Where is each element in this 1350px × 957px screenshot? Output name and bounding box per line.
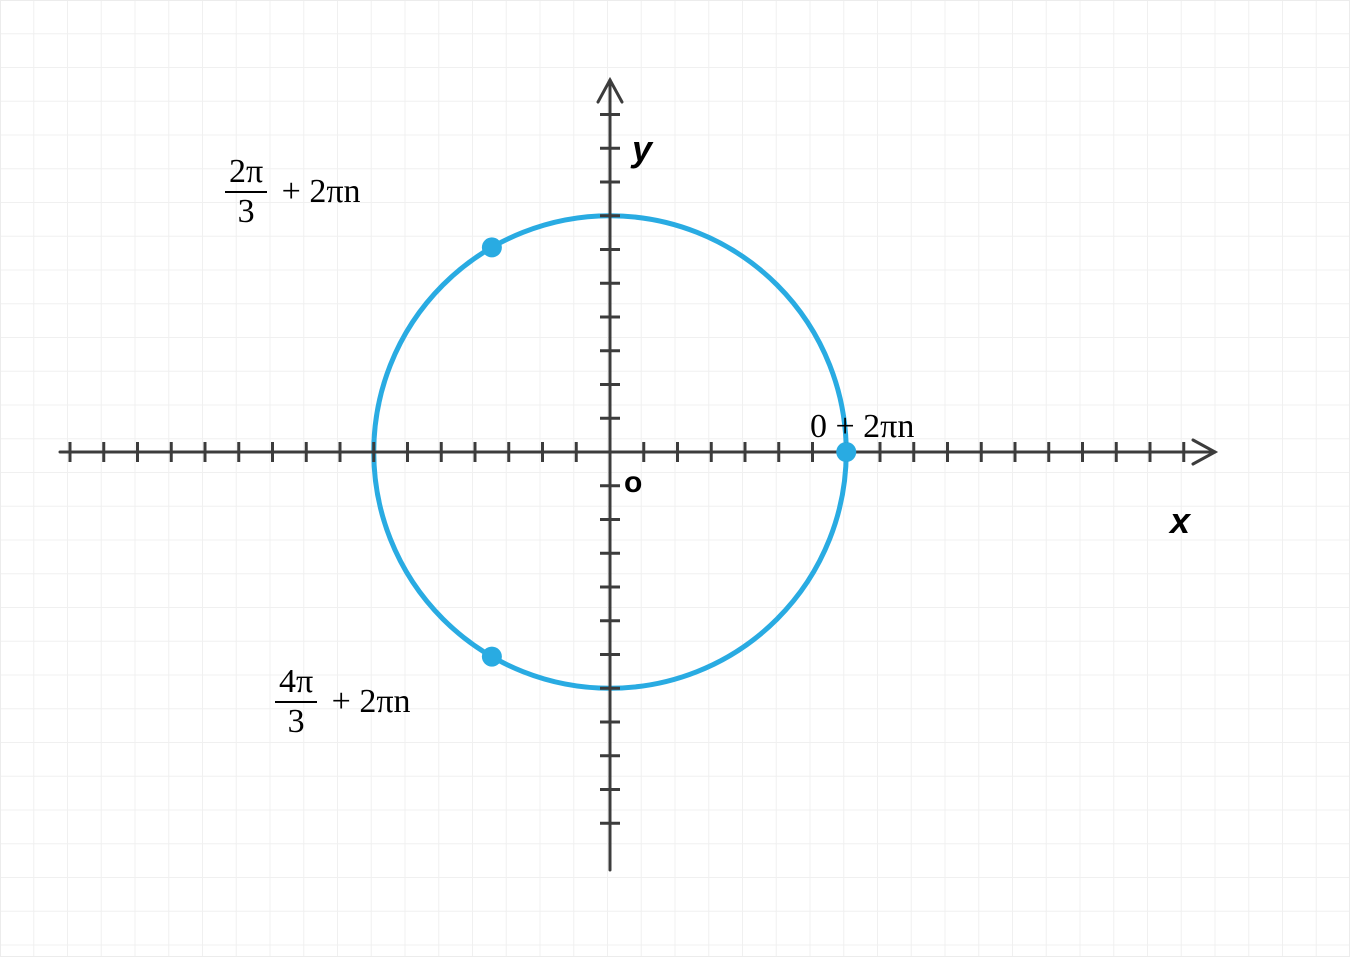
point-label-0: 0 + 2πn bbox=[810, 408, 914, 444]
point-label-240-num: 4π bbox=[275, 665, 317, 701]
chart-canvas: 0 + 2πn 2π 3 + 2πn 4π 3 + 2πn x y o bbox=[0, 0, 1350, 957]
point-label-120-rest: + 2πn bbox=[282, 175, 361, 209]
point-label-240-frac: 4π 3 bbox=[275, 665, 317, 739]
minor-grid bbox=[0, 0, 1350, 957]
x-axis-label: x bbox=[1170, 500, 1190, 542]
point-label-120-frac: 2π 3 bbox=[225, 155, 267, 229]
point-label-240-den: 3 bbox=[275, 701, 317, 739]
point-label-120-num: 2π bbox=[225, 155, 267, 191]
origin-label: o bbox=[624, 466, 642, 500]
y-axis-label: y bbox=[632, 128, 652, 170]
point-label-0-text: 0 + 2πn bbox=[810, 410, 914, 444]
point-label-240: 4π 3 + 2πn bbox=[275, 665, 411, 739]
chart-svg bbox=[0, 0, 1350, 957]
point-label-120: 2π 3 + 2πn bbox=[225, 155, 361, 229]
point-label-120-den: 3 bbox=[225, 191, 267, 229]
point-label-240-rest: + 2πn bbox=[332, 685, 411, 719]
